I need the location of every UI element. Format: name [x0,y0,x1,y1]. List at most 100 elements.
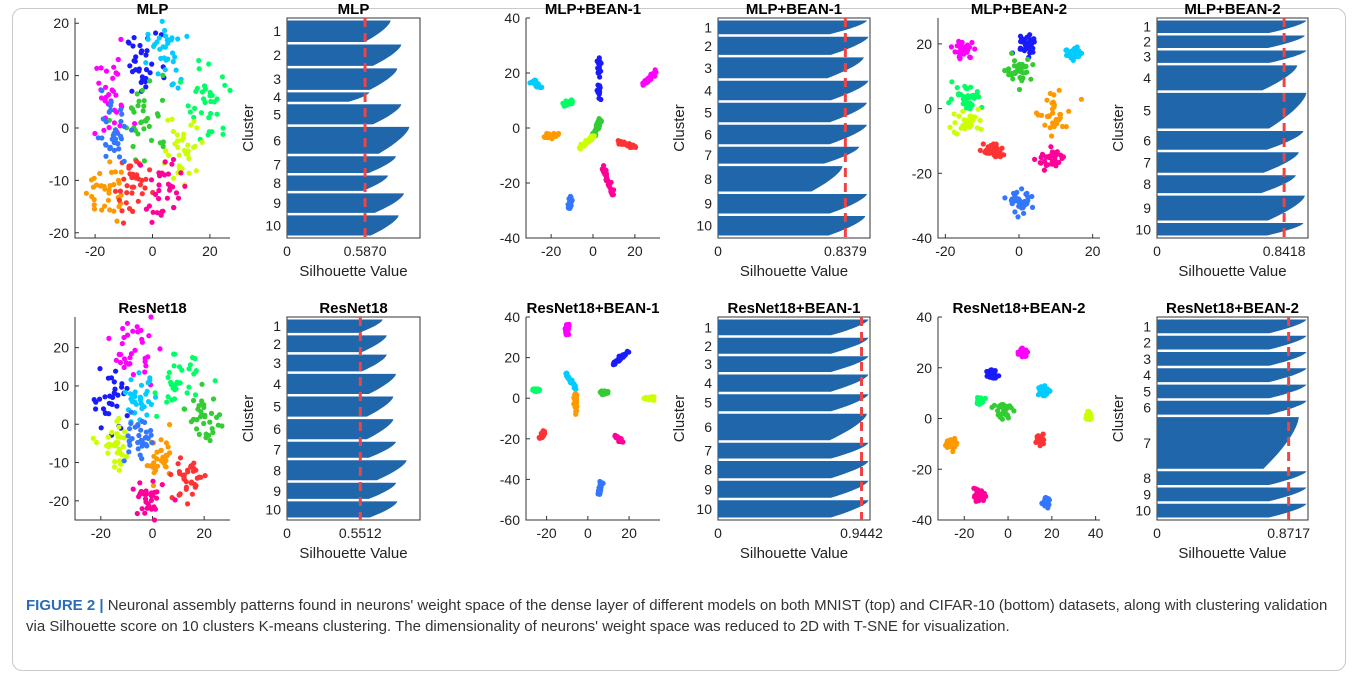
y-tick-label: -20 [49,493,69,509]
scatter-point [156,187,162,194]
scatter-point [138,490,144,496]
scatter-point [597,491,603,497]
silhouette-bar-cluster-10 [1157,223,1304,236]
cluster-8 [1033,431,1047,449]
scatter-point [143,118,149,124]
y-tick-label: 20 [916,360,932,376]
scatter-point [227,87,233,93]
scatter-point [1057,111,1063,118]
silhouette-bar-cluster-10 [287,501,398,518]
scatter-point [1033,439,1039,445]
scatter-point [137,397,144,403]
scatter-point [1064,47,1070,53]
y-axis-label: Cluster [671,395,688,443]
silhouette-bar-cluster-4 [1157,368,1307,383]
cluster-tick-label: 6 [1143,400,1151,416]
scatter-point [199,139,205,145]
y-tick-label: -10 [49,455,69,471]
scatter-point [181,476,187,482]
x-tick-label: 20 [1085,243,1101,259]
scatter-point [951,111,957,117]
scatter-point [110,75,116,81]
cluster-1 [106,314,163,388]
scatter-point [996,404,1002,410]
scatter-point [1039,112,1045,118]
scatter-point [186,366,192,372]
cluster-5 [182,381,225,444]
silhouette-bar-cluster-9 [718,480,869,498]
scatter-point [156,35,162,41]
scatter-point [177,79,184,85]
silhouette-bar-cluster-6 [287,126,410,154]
silhouette-bar-cluster-9 [1157,487,1307,502]
scatter-point [91,206,98,212]
cluster-tick-label: 6 [273,421,281,437]
scatter-point [948,441,954,447]
x-axis-label: Silhouette Value [740,263,848,280]
scatter-point [612,361,618,367]
scatter-point [189,354,196,361]
silhouette-panel-1: MLP 1 2 3 45 6 7 8 9 100 0.5870 Silhouette Value Clu… [240,1,421,280]
scatter-point [134,324,140,330]
scatter-point [628,143,634,149]
scatter-point [1056,87,1062,93]
cluster-2 [125,30,167,94]
y-tick-label: -20 [500,431,520,447]
scatter-point [120,220,127,226]
scatter-panel-2: MLP+BEAN-1 -20 0 20 -40 -20 0 20 40 [500,1,660,259]
scatter-point [1025,56,1031,63]
scatter-point [137,42,143,49]
cluster-tick-label: 5 [273,106,281,122]
scatter-point [119,341,125,347]
mean-value-label: 0.8717 [1267,525,1310,541]
panel-title: MLP+BEAN-1 [545,1,641,18]
silhouette-bar-cluster-7 [287,441,397,458]
x-tick-label: -20 [541,243,561,259]
scatter-point [191,144,197,150]
cluster-6 [90,415,130,473]
y-tick-label: 40 [916,309,932,325]
scatter-point [141,98,147,104]
scatter-point [105,375,111,381]
scatter-point [169,161,175,167]
scatter-point [164,399,170,405]
scatter-point [1032,156,1038,162]
cluster-9 [1032,144,1066,173]
cluster-1 [640,67,659,88]
scatter-point [109,87,115,93]
scatter-point [1038,436,1045,442]
scatter-point [126,449,132,455]
scatter-point [145,31,151,37]
scatter-point [566,98,572,104]
scatter-point [100,116,106,122]
silhouette-bar-cluster-7 [287,156,397,173]
cluster-tick-label: 3 [1143,351,1151,367]
scatter-point [967,54,973,60]
scatter-point [128,409,134,415]
caption-label: FIGURE 2 | [26,597,104,614]
cluster-1 [562,321,572,338]
cluster-8 [977,141,1007,160]
scatter-point [150,478,156,484]
scatter-point [952,120,958,126]
scatter-point [134,172,140,178]
x-tick-label: -20 [935,243,955,259]
scatter-point [974,398,981,405]
scatter-point [157,140,163,146]
scatter-point [954,85,960,91]
scatter-point [198,409,204,415]
scatter-point [170,184,176,190]
silhouette-bar-cluster-7 [1157,417,1299,469]
scatter-point [139,405,145,412]
scatter-point [576,145,583,151]
x-axis-label: Silhouette Value [740,545,848,562]
scatter-point [162,159,168,165]
silhouette-panel-9: ResNet18+BEAN-1 1 2 3 4 5 6 7 8 9 100 0.9442 Silhoue… [671,300,883,562]
silhouette-bar-cluster-1 [287,319,383,333]
cluster-8 [615,138,639,150]
silhouette-bar-cluster-6 [287,419,394,440]
y-tick-label: -20 [500,175,520,191]
y-tick-label: 0 [924,101,932,117]
scatter-point [194,426,200,432]
scatter-point [183,484,189,490]
